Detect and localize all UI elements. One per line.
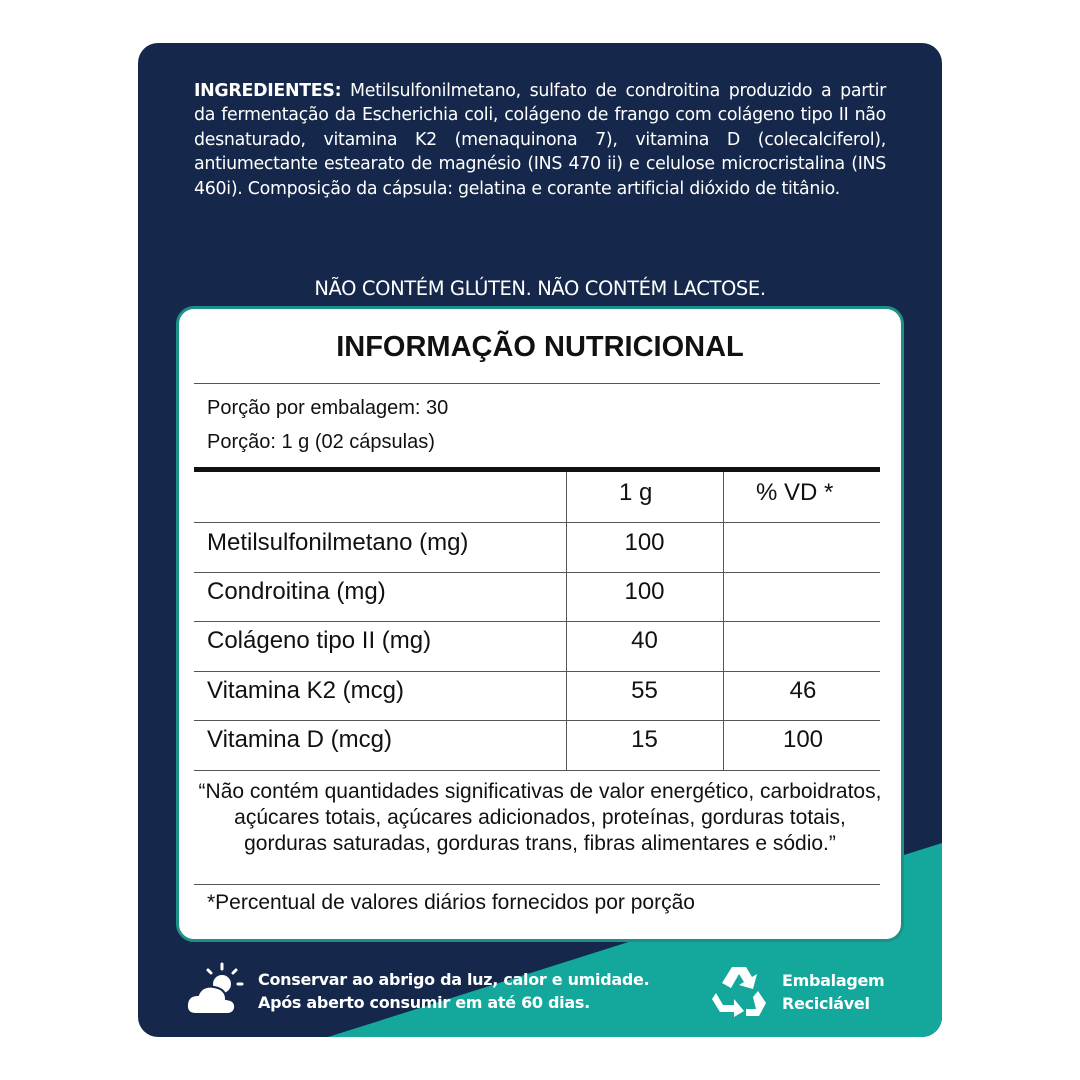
sun-cloud-icon [185,962,244,1015]
row-divider [194,522,880,523]
nutrient-name: Condroitina (mg) [207,578,386,605]
ingredients-label: INGREDIENTES: [194,81,342,101]
divider [194,383,880,384]
divider [194,884,880,885]
nutrient-amount: 100 [624,578,665,605]
ingredients-list: Metilsulfonilmetano, sulfato de condroit… [194,81,886,199]
nutrient-name: Metilsulfonilmetano (mg) [207,529,469,556]
serving-size: Porção: 1 g (02 cápsulas) [207,431,435,453]
recycle-line-2: Reciclável [782,994,870,1013]
nutrient-amount: 55 [631,677,658,704]
recyclable-packaging: Embalagem Reciclável [782,969,885,1015]
thick-divider [194,467,880,472]
row-divider [194,671,880,672]
nutrient-name: Colágeno tipo II (mg) [207,627,432,654]
row-divider [194,720,880,721]
nutrition-facts-card: INFORMAÇÃO NUTRICIONAL Porção por embala… [176,306,904,942]
row-divider [194,621,880,622]
dv-footnote: *Percentual de valores diários fornecido… [207,891,695,914]
servings-per-package: Porção por embalagem: 30 [207,397,449,419]
nutrient-amount: 40 [631,627,658,654]
allergen-statement: NÃO CONTÉM GLÚTEN. NÃO CONTÉM LACTOSE. [314,277,766,300]
nutrient-name: Vitamina D (mcg) [207,726,392,753]
storage-line-1: Conservar ao abrigo da luz, calor e umid… [258,970,650,989]
recycle-line-1: Embalagem [782,971,885,990]
row-divider [194,770,880,771]
recycle-icon [712,967,766,1017]
nutrition-title: INFORMAÇÃO NUTRICIONAL [336,331,744,363]
nutrient-amount: 15 [631,726,658,753]
nutrient-name: Vitamina K2 (mcg) [207,677,404,704]
header-dv: % VD * [756,479,834,506]
storage-instructions: Conservar ao abrigo da luz, calor e umid… [258,968,650,1014]
row-divider [194,572,880,573]
label-panel: INGREDIENTES: Metilsulfonilmetano, sulfa… [138,43,942,1037]
storage-line-2: Após aberto consumir em até 60 dias. [258,993,590,1012]
header-amount: 1 g [619,479,653,506]
nutrient-amount: 100 [624,529,665,556]
nutrient-dv: 100 [782,726,824,753]
nutrition-note: “Não contém quantidades significativas d… [198,780,882,855]
ingredients-text: INGREDIENTES: Metilsulfonilmetano, sulfa… [194,79,886,201]
nutrient-dv: 46 [789,677,817,704]
